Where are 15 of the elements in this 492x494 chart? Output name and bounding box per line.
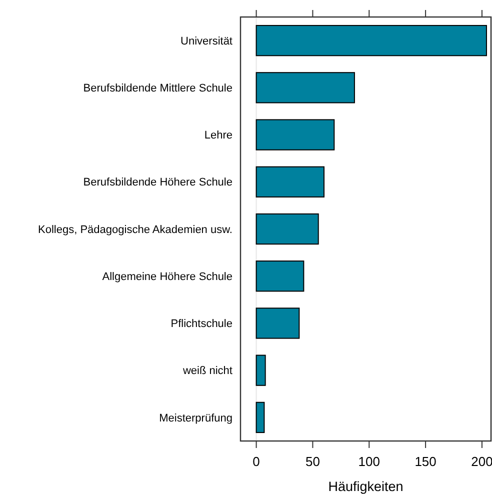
y-tick-label: Meisterprüfung: [159, 412, 232, 424]
x-tick-label: 50: [305, 454, 320, 469]
y-tick-label: Universität: [180, 35, 232, 48]
y-tick-label: Kollegs, Pädagogische Akademien usw.: [38, 224, 232, 236]
y-tick-label: Allgemeine Höhere Schule: [102, 270, 232, 283]
y-tick-label: Berufsbildende Mittlere Schule: [83, 82, 232, 95]
x-tick-label: 200: [471, 454, 492, 469]
y-tick-label: Lehre: [204, 130, 232, 142]
y-tick-label: Berufsbildende Höhere Schule: [83, 176, 232, 189]
y-tick-label: weiß nicht: [182, 365, 232, 378]
x-tick-label: 150: [414, 454, 436, 469]
x-axis-title: Häufigkeiten: [328, 479, 404, 494]
x-tick-label: 100: [358, 454, 380, 469]
y-tick-label: Pflichtschule: [170, 318, 232, 330]
x-tick-label: 0: [252, 454, 260, 469]
